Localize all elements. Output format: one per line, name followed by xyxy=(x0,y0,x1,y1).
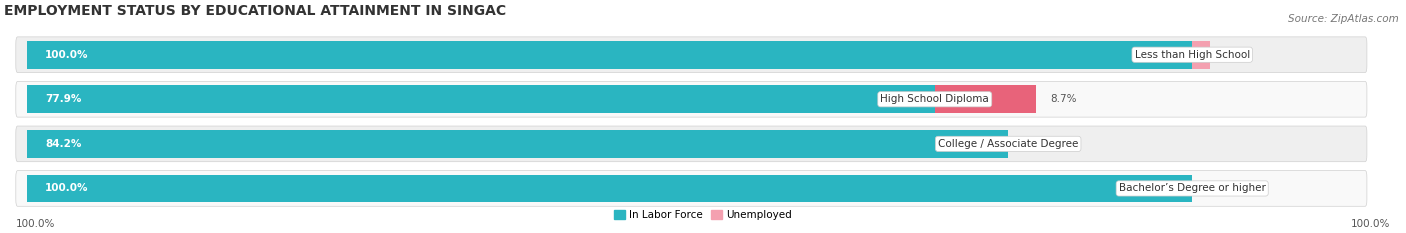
Text: 8.7%: 8.7% xyxy=(1050,94,1077,104)
Bar xyxy=(28,41,1192,69)
FancyBboxPatch shape xyxy=(15,171,1367,206)
Bar xyxy=(28,130,1008,158)
Text: 100.0%: 100.0% xyxy=(45,50,89,60)
FancyBboxPatch shape xyxy=(15,126,1367,162)
Bar xyxy=(28,86,935,113)
Bar xyxy=(28,175,1192,202)
Text: 77.9%: 77.9% xyxy=(45,94,82,104)
FancyBboxPatch shape xyxy=(15,37,1367,72)
Text: 84.2%: 84.2% xyxy=(45,139,82,149)
Bar xyxy=(1192,41,1209,69)
Text: Source: ZipAtlas.com: Source: ZipAtlas.com xyxy=(1288,14,1399,24)
Text: College / Associate Degree: College / Associate Degree xyxy=(938,139,1078,149)
Text: Less than High School: Less than High School xyxy=(1135,50,1250,60)
Text: 0.0%: 0.0% xyxy=(1022,139,1049,149)
Text: 0.0%: 0.0% xyxy=(1206,183,1233,193)
Text: EMPLOYMENT STATUS BY EDUCATIONAL ATTAINMENT IN SINGAC: EMPLOYMENT STATUS BY EDUCATIONAL ATTAINM… xyxy=(4,4,506,18)
Text: 100.0%: 100.0% xyxy=(1351,219,1391,229)
FancyBboxPatch shape xyxy=(15,82,1367,117)
Text: Bachelor’s Degree or higher: Bachelor’s Degree or higher xyxy=(1119,183,1265,193)
Text: 100.0%: 100.0% xyxy=(15,219,55,229)
Text: High School Diploma: High School Diploma xyxy=(880,94,990,104)
Text: 1.5%: 1.5% xyxy=(1223,50,1250,60)
Bar xyxy=(935,86,1036,113)
Legend: In Labor Force, Unemployed: In Labor Force, Unemployed xyxy=(610,206,796,224)
Text: 100.0%: 100.0% xyxy=(45,183,89,193)
